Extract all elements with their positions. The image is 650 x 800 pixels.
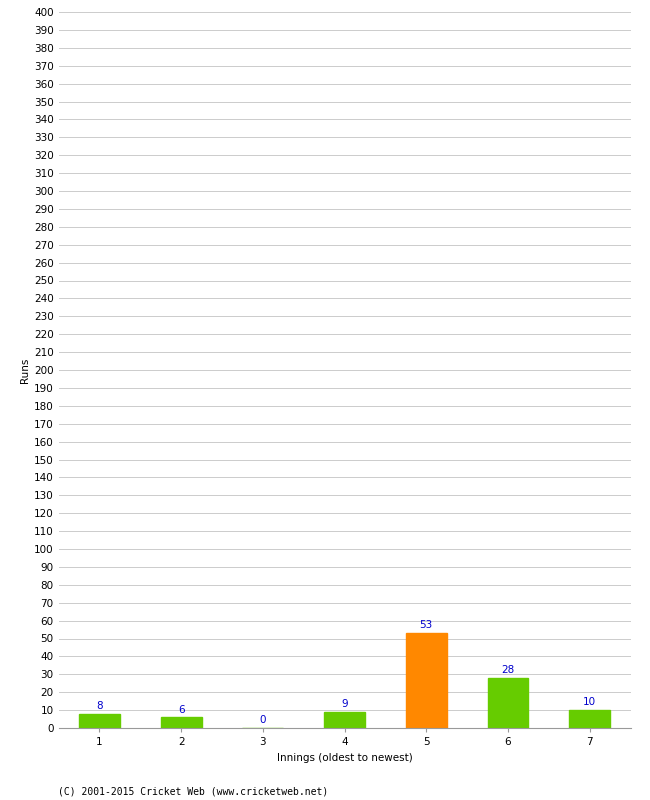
X-axis label: Innings (oldest to newest): Innings (oldest to newest): [277, 753, 412, 762]
Bar: [79, 714, 120, 728]
Text: 28: 28: [501, 665, 515, 675]
Bar: [324, 712, 365, 728]
Text: 10: 10: [583, 698, 596, 707]
Bar: [488, 678, 528, 728]
Text: 53: 53: [420, 621, 433, 630]
Text: 6: 6: [177, 705, 185, 714]
Text: 0: 0: [259, 715, 266, 726]
Bar: [406, 633, 447, 728]
Text: 8: 8: [96, 701, 103, 711]
Bar: [161, 718, 202, 728]
Y-axis label: Runs: Runs: [20, 358, 30, 382]
Text: (C) 2001-2015 Cricket Web (www.cricketweb.net): (C) 2001-2015 Cricket Web (www.cricketwe…: [58, 786, 329, 796]
Bar: [569, 710, 610, 728]
Text: 9: 9: [341, 699, 348, 710]
